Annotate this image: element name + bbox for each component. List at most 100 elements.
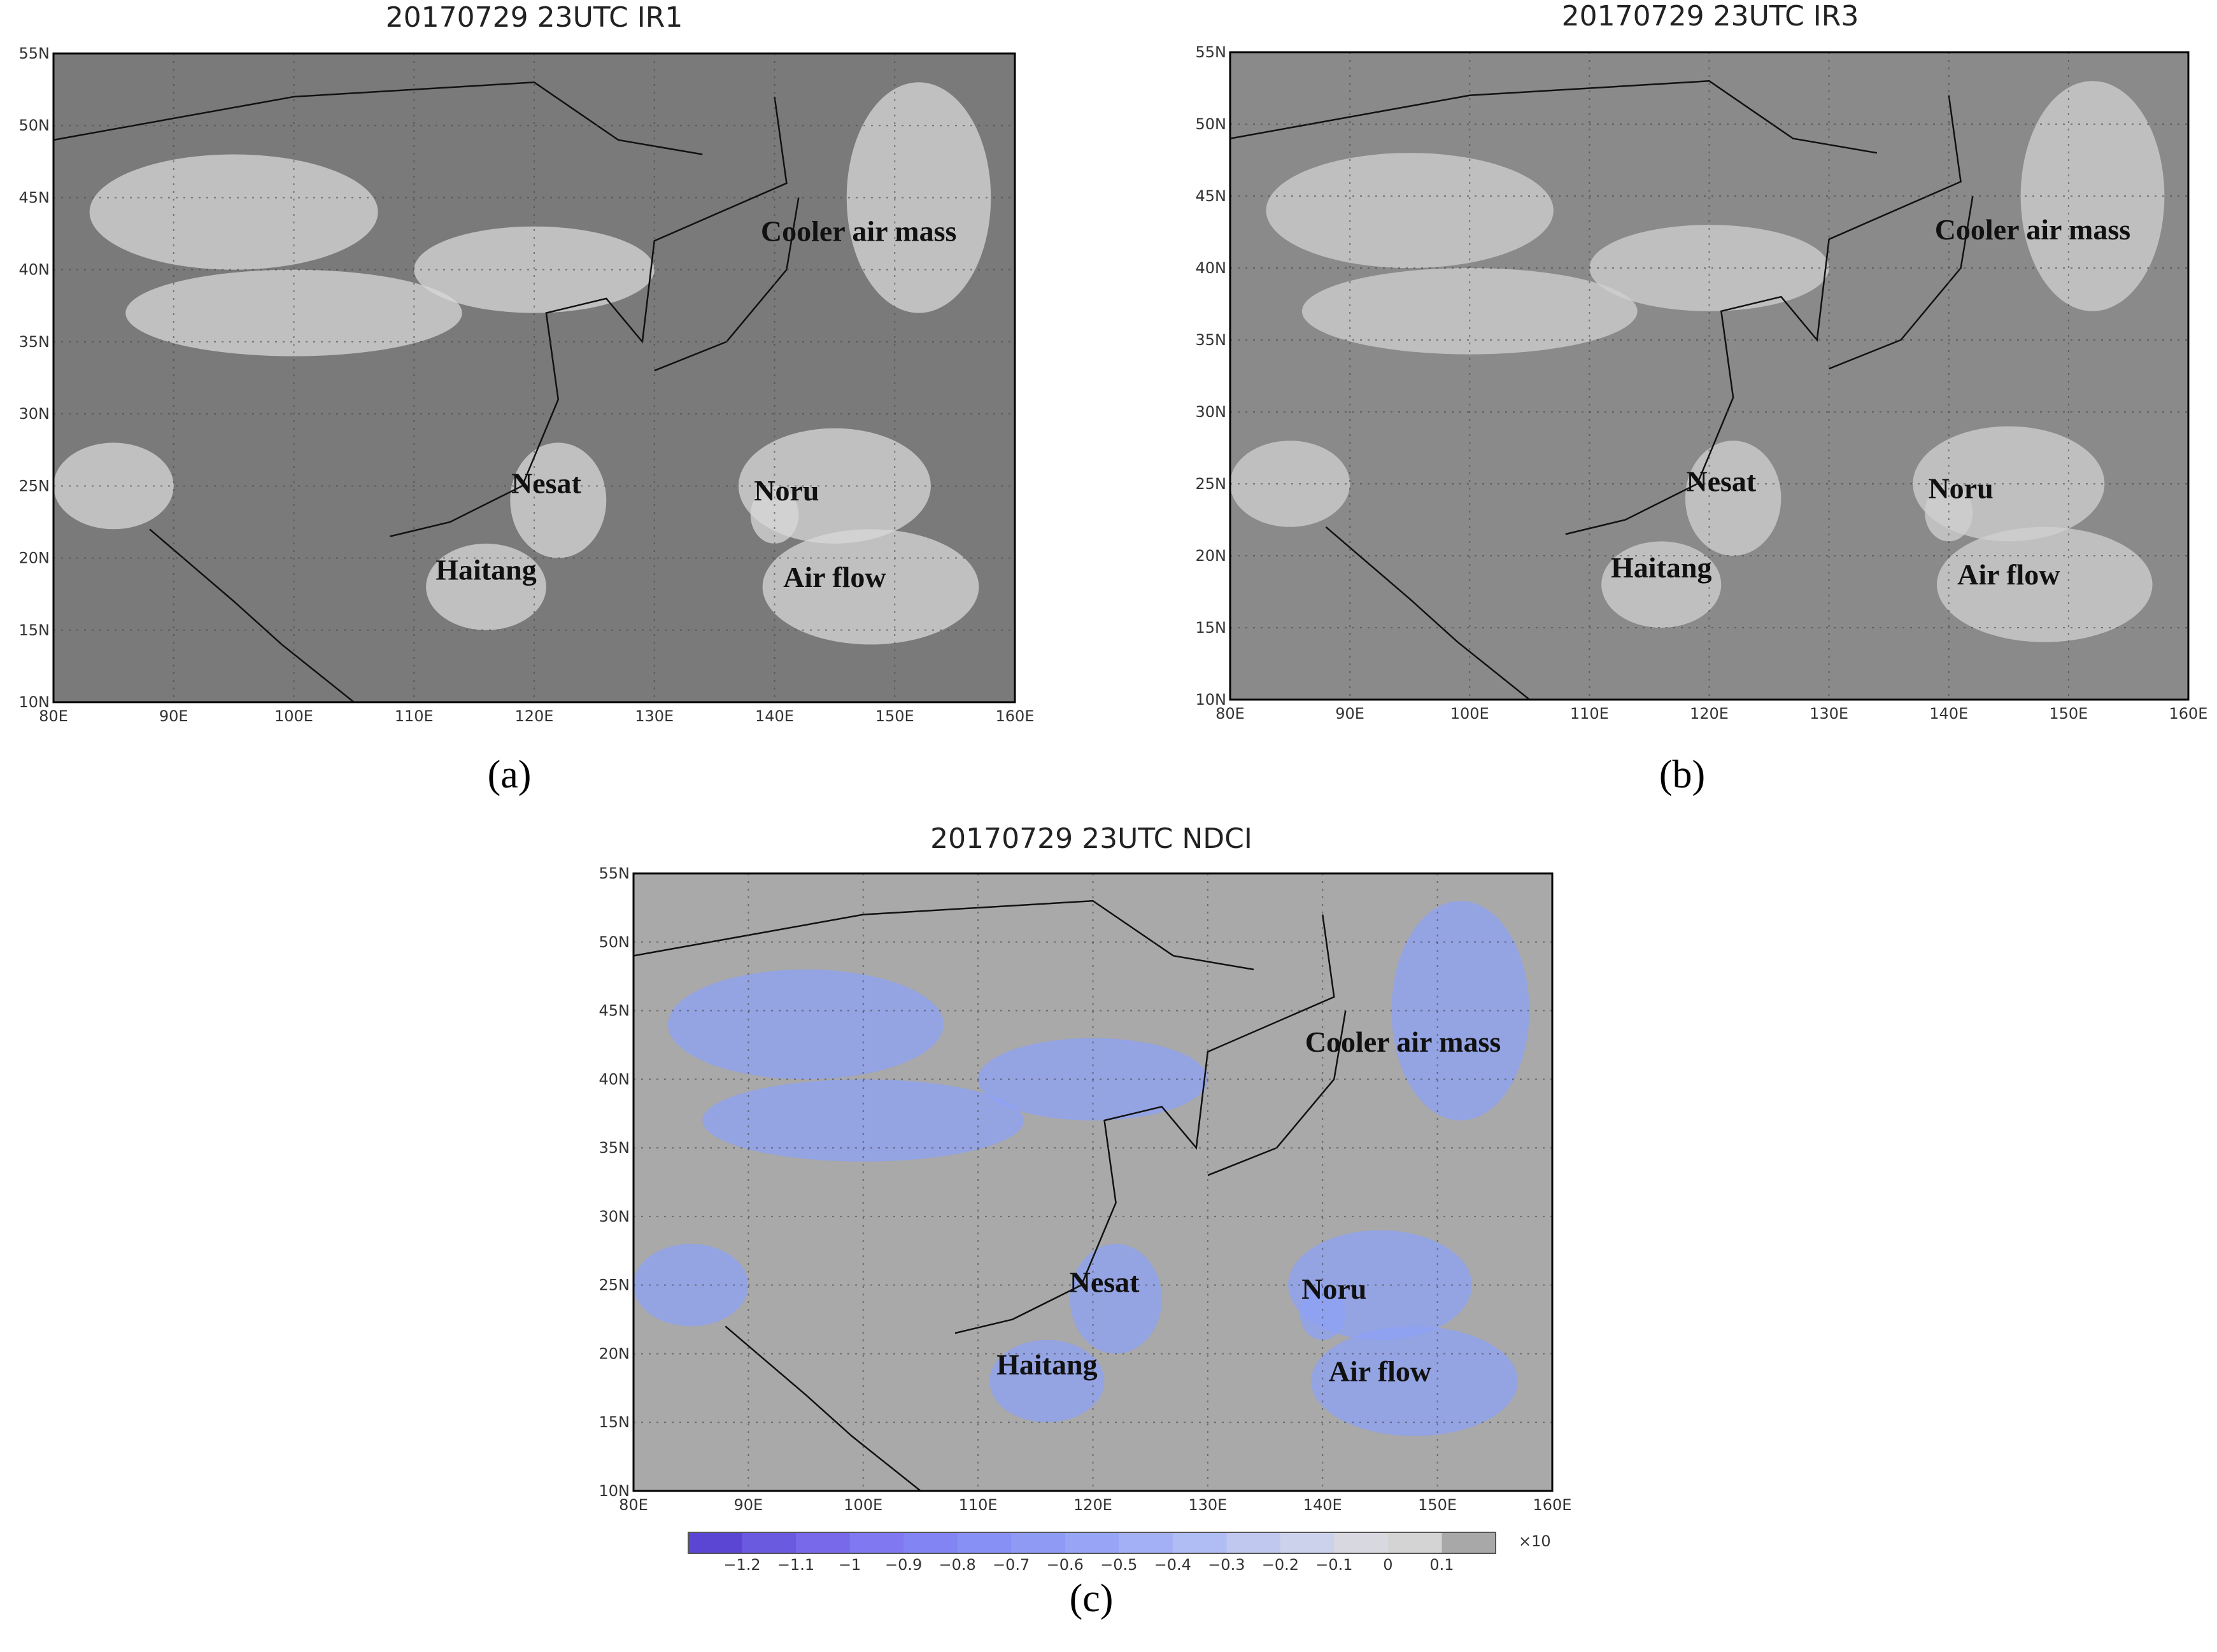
annotation: Cooler air mass [1935, 213, 2131, 246]
annotation: Air flow [1957, 558, 2060, 591]
lon-label: 130E [635, 707, 674, 725]
lat-label: 25N [599, 1276, 630, 1294]
annotation: Cooler air mass [761, 215, 957, 247]
cloud [2020, 81, 2165, 311]
annotation: Noru [1928, 472, 1993, 505]
cloud [1311, 1326, 1518, 1436]
lat-label: 20N [19, 549, 50, 567]
lat-label: 30N [599, 1208, 630, 1225]
panel-title: 20170729 23UTC IR1 [386, 1, 683, 34]
colorbar-tick: −0.3 [1208, 1556, 1245, 1574]
colorbar-tick: 0.1 [1429, 1556, 1454, 1574]
panel-title: 20170729 23UTC NDCI [930, 822, 1252, 855]
colorbar-tick: −0.1 [1315, 1556, 1352, 1574]
lat-label: 55N [19, 45, 50, 62]
lon-label: 130E [1810, 705, 1848, 723]
colorbar-cell [1119, 1532, 1173, 1553]
clouds [1230, 80, 2165, 700]
annotation: Haitang [996, 1348, 1097, 1381]
lat-label: 40N [19, 261, 50, 279]
colorbar-tick: −1.1 [777, 1556, 814, 1574]
colorbar-tick: −0.8 [939, 1556, 976, 1574]
lon-label: 90E [1335, 705, 1364, 723]
lon-label: 150E [1418, 1496, 1457, 1514]
colorbar-cell [1226, 1532, 1281, 1553]
colorbar-tick: 0 [1383, 1556, 1392, 1574]
lat-label: 10N [599, 1482, 630, 1500]
lon-label: 150E [875, 707, 914, 725]
lat-label: 55N [1196, 43, 1227, 61]
panel-caption: (c) [1070, 1577, 1114, 1620]
cloud [702, 1079, 1024, 1162]
colorbar-tick: −1 [839, 1556, 861, 1574]
lon-label: 110E [395, 707, 434, 725]
lat-label: 45N [19, 188, 50, 206]
lon-label: 100E [844, 1496, 882, 1514]
cloud [89, 154, 378, 270]
lat-label: 35N [1196, 331, 1227, 349]
cloud [1925, 484, 1973, 542]
lon-label: 160E [996, 707, 1035, 725]
lat-label: 20N [599, 1345, 630, 1362]
panel-caption: (a) [488, 753, 532, 796]
lon-label: 100E [274, 707, 313, 725]
lon-label: 140E [1929, 705, 1968, 723]
cloud [53, 442, 174, 530]
lon-label: 120E [1073, 1496, 1112, 1514]
lon-label: 160E [1533, 1496, 1572, 1514]
cloud [1685, 441, 1781, 556]
lat-label: 15N [19, 621, 50, 639]
lon-label: 140E [755, 707, 794, 725]
lat-label: 50N [599, 933, 630, 951]
cloud [125, 269, 462, 357]
lat-label: 15N [599, 1413, 630, 1431]
lat-label: 35N [19, 333, 50, 351]
cloud [510, 442, 607, 558]
coastline [1230, 80, 1974, 700]
coastline [634, 900, 1347, 1491]
colorbar-tick: −1.2 [723, 1556, 760, 1574]
lat-label: 35N [599, 1139, 630, 1157]
lon-label: 110E [1570, 705, 1609, 723]
colorbar-cell [1065, 1532, 1119, 1553]
lat-label: 25N [1196, 475, 1227, 493]
lon-label: 80E [619, 1496, 648, 1514]
lat-label: 10N [19, 693, 50, 711]
cloud [1266, 153, 1554, 268]
colorbar-cell [957, 1532, 1012, 1553]
annotation: Air flow [783, 561, 886, 593]
annotation: Noru [754, 474, 819, 507]
lat-label: 45N [599, 1002, 630, 1020]
lat-label: 20N [1196, 547, 1227, 565]
colorbar-cell [903, 1532, 958, 1553]
lon-label: 120E [515, 707, 554, 725]
colorbar-tick: −0.7 [993, 1556, 1030, 1574]
colorbar-tick: −0.9 [885, 1556, 922, 1574]
cloud [1601, 541, 1722, 628]
lat-label: 45N [1196, 187, 1227, 205]
lon-label: 130E [1188, 1496, 1227, 1514]
colorbar-cell [688, 1532, 743, 1553]
annotation: Haitang [436, 554, 536, 586]
cloud [634, 1244, 749, 1327]
lat-label: 40N [1196, 259, 1227, 277]
clouds [53, 81, 991, 702]
panel-caption: (b) [1659, 753, 1705, 796]
cloud [1070, 1244, 1162, 1354]
map-frame [1229, 51, 2190, 701]
cloud [989, 1339, 1105, 1423]
cloud [426, 543, 546, 630]
lat-label: 10N [1196, 691, 1227, 709]
cloud [1230, 441, 1350, 527]
annotation: Nesat [511, 467, 582, 500]
annotation: Nesat [1686, 465, 1757, 497]
coastline [53, 81, 800, 702]
panel-title: 20170729 23UTC IR3 [1562, 0, 1859, 32]
colorbar-tick: −0.2 [1262, 1556, 1299, 1574]
annotation: Nesat [1070, 1266, 1140, 1298]
lon-label: 90E [159, 707, 188, 725]
colorbar-cell [1172, 1532, 1227, 1553]
lat-label: 30N [1196, 403, 1227, 421]
colorbar-cell [1387, 1532, 1442, 1553]
